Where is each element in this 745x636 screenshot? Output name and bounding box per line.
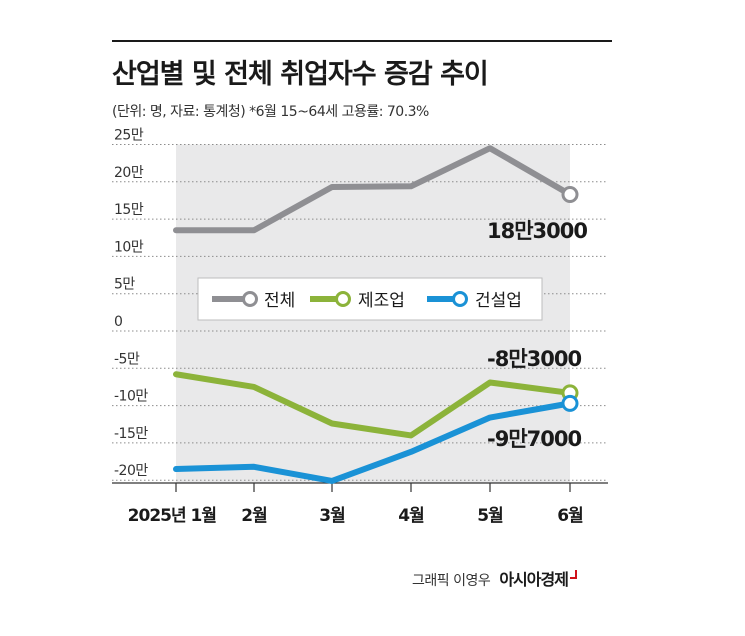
x-tick-label: 6월 — [557, 506, 583, 526]
series-line-total — [173, 145, 573, 234]
series-end-marker-total — [561, 185, 579, 203]
legend-box — [197, 277, 543, 321]
legend-label-manufacturing: 제조업 — [358, 291, 405, 311]
credit: 그래픽 이영우 아시아경제 — [412, 566, 577, 590]
annotation-manufacturing-june: -8만3000 — [487, 347, 581, 371]
x-tick-label: 4월 — [398, 506, 424, 526]
chart-title: 산업별 및 전체 취업자수 증감 추이 — [112, 59, 489, 90]
brand-logo: 아시아경제 — [499, 570, 569, 589]
x-tick-label: 2025년 1월 — [128, 506, 217, 526]
annotation-total-june: 18만3000 — [487, 219, 587, 243]
legend-marker-total — [242, 291, 258, 307]
y-tick-label: 20만 — [114, 165, 144, 181]
y-tick-label: -15만 — [114, 426, 148, 442]
legend-item-total: 전체 — [212, 291, 295, 311]
brand-mark-icon — [569, 570, 577, 579]
y-tick-label: 0 — [114, 314, 122, 330]
legend-item-manufacturing: 제조업 — [310, 291, 405, 311]
legend-label-construction: 건설업 — [475, 291, 522, 311]
y-tick-label: -10만 — [114, 389, 148, 405]
y-tick-label: 5만 — [114, 277, 135, 293]
y-tick-label: 25만 — [114, 128, 144, 144]
legend-marker-construction — [452, 291, 468, 307]
series-line-manufacturing — [173, 371, 573, 439]
top-rule — [112, 40, 612, 42]
x-tick-label: 5월 — [477, 506, 503, 526]
x-axis-ticks: 2025년 1월 2월 3월 4월 5월 6월 — [128, 483, 584, 526]
graphic-credit: 그래픽 이영우 — [412, 573, 491, 589]
series-lines — [173, 145, 579, 484]
y-axis-ticks: 25만 20만 15만 10만 5만 0 -5만 -10만 -15만 -20만 — [114, 128, 149, 480]
series-end-marker-construction — [561, 394, 579, 412]
chart-subtitle: (단위: 명, 자료: 통계청) *6월 15~64세 고용률: 70.3% — [112, 104, 429, 120]
annotation-construction-june: -9만7000 — [487, 427, 581, 451]
legend-marker-manufacturing — [335, 291, 351, 307]
y-tick-label: -20만 — [114, 463, 148, 479]
y-tick-label: 15만 — [114, 202, 144, 218]
legend: 전체 제조업 건설업 — [197, 277, 543, 321]
legend-item-construction: 건설업 — [427, 291, 522, 311]
y-tick-label: 10만 — [114, 239, 144, 255]
x-tick-label: 2월 — [241, 506, 267, 526]
legend-label-total: 전체 — [264, 291, 295, 311]
series-line-construction — [173, 400, 573, 484]
x-tick-label: 3월 — [319, 506, 345, 526]
y-tick-label: -5만 — [114, 351, 140, 367]
